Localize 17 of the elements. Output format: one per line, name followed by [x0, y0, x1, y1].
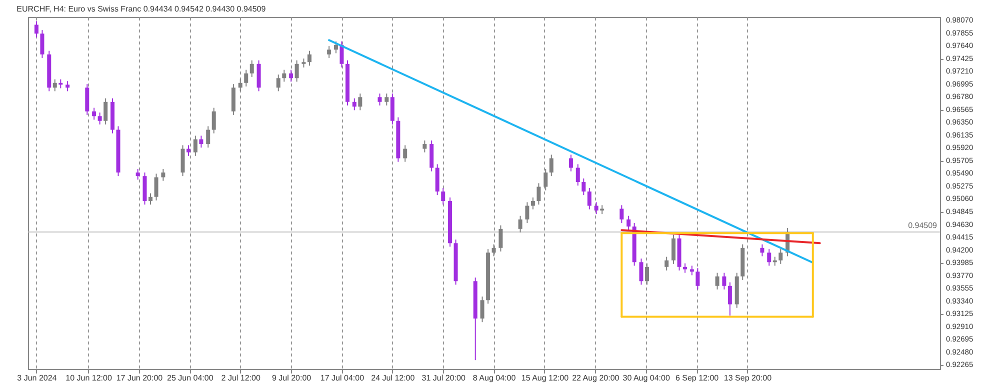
chart-title: EURCHF, H4: Euro vs Swiss Franc 0.94434 0.94542 0.94430 0.94509: [16, 4, 266, 14]
x-tick-label: 25 Jun 04:00: [167, 374, 214, 382]
x-tick-label: 13 Sep 20:00: [724, 374, 772, 382]
x-tick-label: 8 Aug 04:00: [472, 374, 516, 382]
x-tick-label: 3 Jun 2024: [17, 374, 58, 382]
x-tick-label: 22 Aug 20:00: [572, 374, 620, 382]
x-tick-label: 6 Sep 12:00: [675, 374, 720, 382]
ref-line-label: 0.94509: [908, 220, 938, 230]
x-tick-label: 10 Jun 12:00: [66, 374, 112, 382]
x-tick-label: 17 Jun 20:00: [116, 374, 164, 382]
x-tick-label: 31 Jul 20:00: [422, 374, 466, 382]
x-tick-label: 30 Aug 04:00: [622, 374, 670, 382]
x-tick-label: 2 Jul 12:00: [221, 374, 261, 382]
x-tick-label: 9 Jul 20:00: [272, 374, 312, 382]
x-tick-label: 24 Jul 12:00: [371, 374, 416, 382]
x-tick-label: 17 Jul 04:00: [320, 374, 365, 382]
x-tick-label: 15 Aug 12:00: [521, 374, 570, 382]
